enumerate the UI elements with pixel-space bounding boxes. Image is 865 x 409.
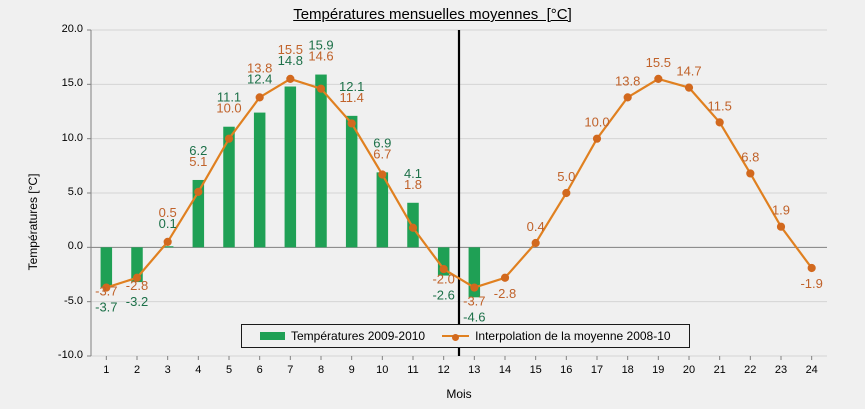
svg-text:1.9: 1.9	[772, 203, 790, 218]
svg-text:-1.9: -1.9	[800, 276, 822, 291]
svg-text:5.1: 5.1	[189, 154, 207, 169]
svg-text:12.4: 12.4	[247, 71, 272, 86]
svg-text:0.1: 0.1	[159, 216, 177, 231]
svg-text:-2.8: -2.8	[494, 286, 516, 301]
svg-text:0.4: 0.4	[527, 219, 545, 234]
svg-text:1.8: 1.8	[404, 177, 422, 192]
svg-text:-2.6: -2.6	[432, 288, 454, 303]
svg-text:11.5: 11.5	[707, 98, 731, 113]
svg-text:14.7: 14.7	[676, 64, 701, 79]
svg-text:-3.7: -3.7	[95, 300, 117, 315]
svg-text:6.8: 6.8	[741, 149, 759, 164]
svg-text:-2.8: -2.8	[126, 278, 148, 293]
svg-text:11.4: 11.4	[339, 90, 363, 105]
svg-text:10.0: 10.0	[216, 101, 241, 116]
svg-text:-3.7: -3.7	[463, 293, 485, 308]
svg-text:6.7: 6.7	[373, 146, 391, 161]
svg-text:-2.0: -2.0	[432, 272, 454, 287]
svg-text:5.0: 5.0	[557, 169, 575, 184]
svg-text:15.5: 15.5	[646, 55, 671, 70]
svg-text:-3.2: -3.2	[126, 294, 148, 309]
svg-text:10.0: 10.0	[584, 115, 609, 130]
svg-text:14.8: 14.8	[278, 53, 303, 68]
svg-text:-4.6: -4.6	[463, 309, 485, 324]
svg-text:14.6: 14.6	[308, 49, 333, 64]
svg-text:13.8: 13.8	[615, 73, 640, 88]
svg-text:-3.7: -3.7	[95, 284, 117, 299]
